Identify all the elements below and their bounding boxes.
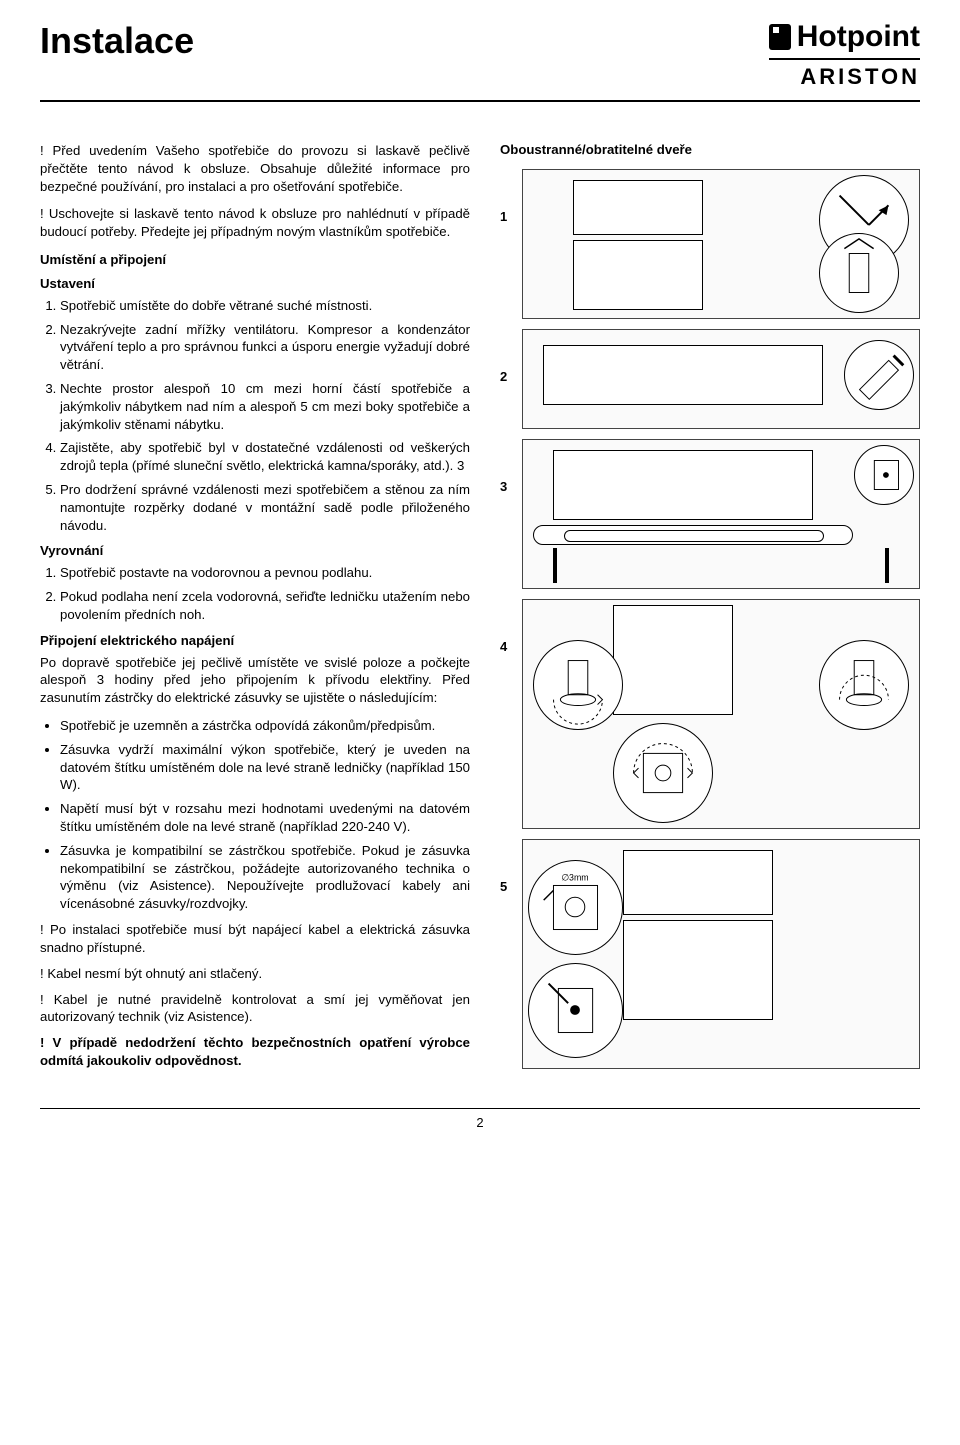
foot-adjust-icon bbox=[534, 641, 622, 729]
spacer-3mm-icon: ∅3mm bbox=[529, 861, 622, 954]
ustaveni-item: Zajistěte, aby spotřebič byl v dostatečn… bbox=[60, 439, 470, 475]
hinge-rotate-icon bbox=[614, 724, 712, 822]
diagram-heading: Oboustranné/obratitelné dveře bbox=[500, 142, 920, 157]
page-header: Instalace Hotpoint ARISTON bbox=[40, 20, 920, 90]
section-ustaveni: Ustavení bbox=[40, 275, 470, 293]
detail-circle: ∅3mm bbox=[528, 860, 623, 955]
diagram-step-3: 3 bbox=[500, 439, 920, 589]
hinge-mount-icon bbox=[529, 964, 622, 1057]
diagram-2-box bbox=[522, 329, 920, 429]
step-number: 5 bbox=[500, 839, 514, 894]
notice-2: ! Uschovejte si laskavě tento návod k ob… bbox=[40, 205, 470, 241]
diagram-1-box bbox=[522, 169, 920, 319]
pripojeni-item: Zásuvka vydrží maximální výkon spotřebič… bbox=[60, 741, 470, 794]
ustaveni-item: Spotřebič umístěte do dobře větrané such… bbox=[60, 297, 470, 315]
step-number: 2 bbox=[500, 329, 514, 384]
page-title: Instalace bbox=[40, 20, 194, 62]
brand-name-top: Hotpoint bbox=[797, 20, 920, 54]
step-number: 1 bbox=[500, 169, 514, 224]
diagram-step-2: 2 bbox=[500, 329, 920, 429]
ustaveni-list: Spotřebič umístěte do dobře větrané such… bbox=[40, 297, 470, 535]
screwdriver-icon bbox=[845, 341, 913, 409]
diagram-stack: 1 bbox=[500, 169, 920, 1069]
diagram-step-1: 1 bbox=[500, 169, 920, 319]
brand-divider bbox=[769, 58, 920, 60]
base-frame bbox=[553, 450, 813, 520]
vyrovnani-list: Spotřebič postavte na vodorovnou a pevno… bbox=[40, 564, 470, 623]
leg-left bbox=[553, 548, 557, 583]
detail-circle bbox=[844, 340, 914, 410]
diagram-4-box bbox=[522, 599, 920, 829]
warning-2: ! Kabel nesmí být ohnutý ani stlačený. bbox=[40, 965, 470, 983]
screw-icon bbox=[820, 234, 898, 312]
brand-name-bottom: ARISTON bbox=[769, 64, 920, 90]
pripojeni-item: Zásuvka je kompatibilní se zástrčkou spo… bbox=[60, 842, 470, 913]
section-pripojeni: Připojení elektrického napájení bbox=[40, 632, 470, 650]
step-number: 4 bbox=[500, 599, 514, 654]
warning-3: ! Kabel je nutné pravidelně kontrolovat … bbox=[40, 991, 470, 1027]
pripojeni-item: Spotřebič je uzemněn a zástrčka odpovídá… bbox=[60, 717, 470, 735]
base-panel bbox=[543, 345, 823, 405]
pripojeni-list: Spotřebič je uzemněn a zástrčka odpovídá… bbox=[40, 717, 470, 913]
header-rule bbox=[40, 100, 920, 102]
detail-circle bbox=[819, 233, 899, 313]
ustaveni-item: Nezakrývejte zadní mřížky ventilátoru. K… bbox=[60, 321, 470, 374]
brand-block: Hotpoint ARISTON bbox=[769, 20, 920, 90]
page-number: 2 bbox=[40, 1115, 920, 1130]
content-columns: ! Před uvedením Vašeho spotřebiče do pro… bbox=[40, 142, 920, 1078]
detail-circle bbox=[528, 963, 623, 1058]
diagram-3-box bbox=[522, 439, 920, 589]
foot-adjust-icon bbox=[820, 641, 908, 729]
ustaveni-item: Pro dodržení správné vzdálenosti mezi sp… bbox=[60, 481, 470, 534]
diagram-step-5: 5 ∅3mm bbox=[500, 839, 920, 1069]
section-umisteni: Umístění a připojení bbox=[40, 251, 470, 269]
footer-rule bbox=[40, 1108, 920, 1109]
pripojeni-intro: Po dopravě spotřebiče jej pečlivě umístě… bbox=[40, 654, 470, 707]
upper-door bbox=[623, 850, 773, 915]
door-panel bbox=[613, 605, 733, 715]
warning-1: ! Po instalaci spotřebiče musí být napáj… bbox=[40, 921, 470, 957]
diagram-column: Oboustranné/obratitelné dveře 1 bbox=[500, 142, 920, 1078]
pripojeni-item: Napětí musí být v rozsahu mezi hodnotami… bbox=[60, 800, 470, 836]
kick-plate bbox=[533, 525, 853, 545]
detail-circle bbox=[854, 445, 914, 505]
text-column: ! Před uvedením Vašeho spotřebiče do pro… bbox=[40, 142, 470, 1078]
lower-door bbox=[623, 920, 773, 1020]
warning-bold: ! V případě nedodržení těchto bezpečnost… bbox=[40, 1034, 470, 1070]
section-vyrovnani: Vyrovnání bbox=[40, 542, 470, 560]
detail-circle bbox=[819, 640, 909, 730]
svg-text:∅3mm: ∅3mm bbox=[561, 873, 588, 883]
ustaveni-item: Nechte prostor alespoň 10 cm mezi horní … bbox=[60, 380, 470, 433]
bracket-icon bbox=[855, 446, 913, 504]
fridge-bottom-panel bbox=[573, 240, 703, 310]
leg-right bbox=[885, 548, 889, 583]
brand-top-row: Hotpoint bbox=[769, 20, 920, 54]
notice-1: ! Před uvedením Vašeho spotřebiče do pro… bbox=[40, 142, 470, 195]
vyrovnani-item: Spotřebič postavte na vodorovnou a pevno… bbox=[60, 564, 470, 582]
diagram-step-4: 4 bbox=[500, 599, 920, 829]
vyrovnani-item: Pokud podlaha není zcela vodorovná, seři… bbox=[60, 588, 470, 624]
detail-circle bbox=[533, 640, 623, 730]
brand-logo-icon bbox=[769, 24, 791, 50]
step-number: 3 bbox=[500, 439, 514, 494]
detail-circle bbox=[613, 723, 713, 823]
fridge-top-panel bbox=[573, 180, 703, 235]
diagram-5-box: ∅3mm bbox=[522, 839, 920, 1069]
kick-slot bbox=[564, 530, 824, 542]
